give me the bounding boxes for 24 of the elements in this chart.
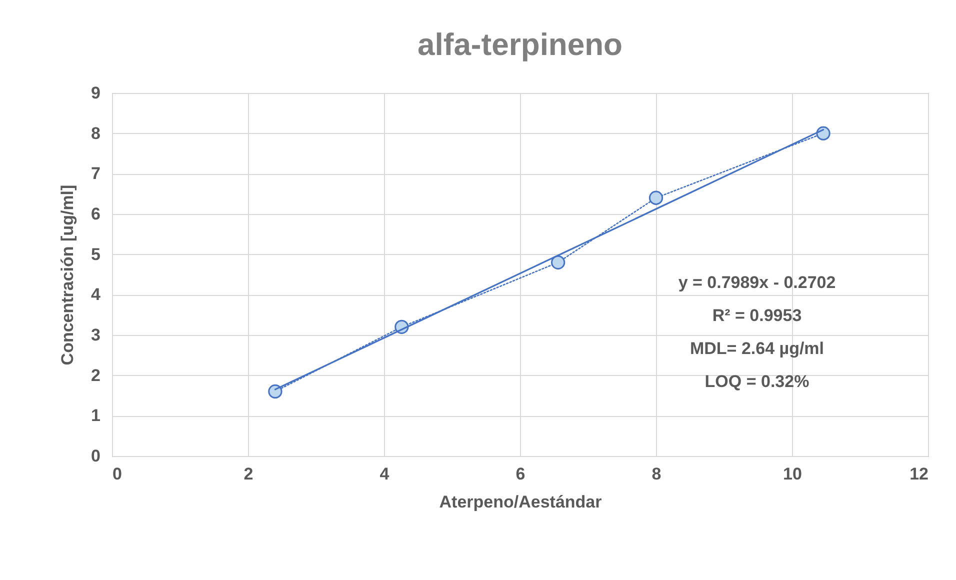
y-tick-label: 8	[91, 124, 100, 143]
x-tick-label: 8	[652, 464, 662, 484]
annotation: R² = 0.9953	[712, 306, 802, 325]
x-tick-label: 2	[244, 464, 254, 484]
y-tick-label: 1	[91, 406, 100, 426]
y-tick-label: 0	[91, 446, 100, 466]
x-tick-label: 4	[380, 464, 390, 484]
y-tick-label: 4	[91, 285, 102, 304]
y-tick-label: 5	[91, 244, 100, 264]
chart-title: alfa-terpineno	[418, 27, 622, 62]
annotation: MDL= 2.64 µg/ml	[690, 339, 824, 358]
y-axis-title: Concentración [ug/ml]	[58, 184, 78, 366]
y-tick-label: 7	[91, 164, 100, 184]
annotation: LOQ = 0.32%	[704, 372, 810, 391]
x-tick-label: 0	[112, 464, 122, 484]
y-tick-label: 2	[91, 366, 100, 385]
annotation: y = 0.7989x - 0.2702	[678, 273, 836, 292]
y-tick-label: 3	[91, 326, 100, 344]
y-tick-label: 9	[91, 84, 100, 102]
x-tick-label: 6	[516, 464, 526, 484]
x-axis-title: Aterpeno/Aestándar	[439, 492, 602, 512]
x-tick-label: 10	[783, 464, 802, 484]
x-tick-label: 12	[910, 464, 928, 484]
y-tick-label: 6	[91, 204, 100, 224]
